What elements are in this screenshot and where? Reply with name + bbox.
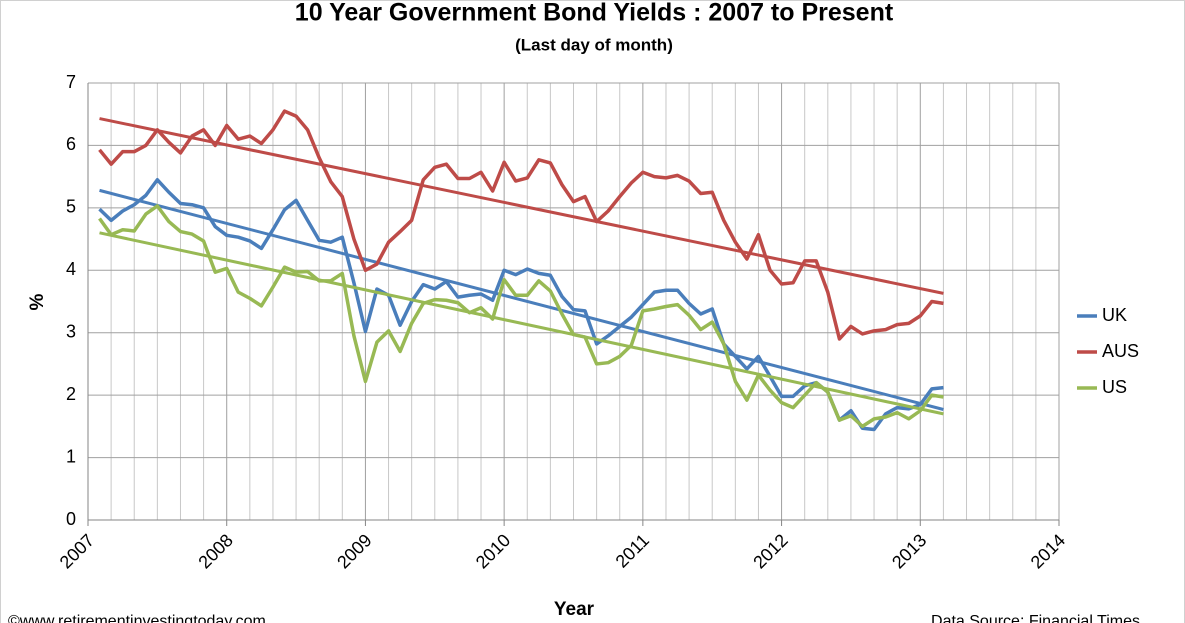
- trend-line: [99, 231, 944, 416]
- series-line: [98, 178, 944, 432]
- y-tick-label: 5: [66, 197, 76, 217]
- legend-label: AUS: [1102, 341, 1139, 361]
- y-tick-label: 3: [66, 321, 76, 341]
- footer-left: ©www.retirementinvestingtoday.com: [8, 613, 266, 623]
- series-line: [98, 204, 944, 429]
- trend-line: [99, 117, 944, 295]
- y-tick-label: 1: [66, 446, 76, 466]
- y-tick-label: 0: [66, 509, 76, 529]
- chart-subtitle: (Last day of month): [515, 35, 673, 54]
- footer-right: Data Source: Financial Times: [931, 613, 1140, 623]
- y-tick-label: 4: [66, 259, 76, 279]
- y-tick-label: 7: [66, 72, 76, 92]
- y-axis-label: %: [27, 293, 48, 310]
- y-tick-label: 2: [66, 384, 76, 404]
- trend-line: [99, 188, 944, 411]
- legend-label: US: [1102, 377, 1127, 397]
- legend-label: UK: [1102, 305, 1127, 325]
- x-axis-label: Year: [554, 599, 595, 620]
- chart-title: 10 Year Government Bond Yields : 2007 to…: [295, 0, 894, 27]
- y-tick-label: 6: [66, 134, 76, 154]
